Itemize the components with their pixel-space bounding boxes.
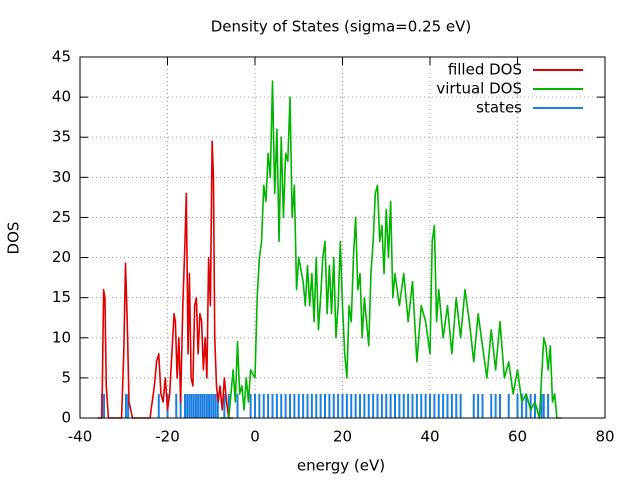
- legend-label: filled DOS: [448, 61, 522, 79]
- y-tick-label: 45: [52, 48, 71, 66]
- y-axis-label: DOS: [5, 222, 23, 255]
- y-tick-label: 30: [52, 168, 71, 186]
- legend-label: virtual DOS: [436, 80, 522, 98]
- y-tick-label: 10: [52, 328, 71, 346]
- y-tick-label: 25: [52, 208, 71, 226]
- x-tick-label: -40: [68, 428, 93, 446]
- x-tick-label: 0: [250, 428, 260, 446]
- x-tick-label: 80: [595, 428, 614, 446]
- plot-frame: [79, 56, 606, 419]
- dos-line: [220, 80, 562, 419]
- x-tick-label: 20: [333, 428, 352, 446]
- y-tick-label: 15: [52, 288, 71, 306]
- x-tick-label: 40: [420, 428, 439, 446]
- x-tick-label: -20: [155, 428, 180, 446]
- dos-line: [97, 140, 234, 419]
- x-axis-label: energy (eV): [297, 457, 385, 475]
- legend-label: states: [476, 99, 522, 117]
- y-tick-label: 0: [61, 409, 71, 427]
- y-tick-label: 35: [52, 128, 71, 146]
- y-tick-label: 40: [52, 88, 71, 106]
- x-tick-label: 60: [508, 428, 527, 446]
- y-tick-label: 20: [52, 248, 71, 266]
- y-tick-label: 5: [61, 368, 71, 386]
- chart-title: Density of States (sigma=0.25 eV): [211, 18, 472, 36]
